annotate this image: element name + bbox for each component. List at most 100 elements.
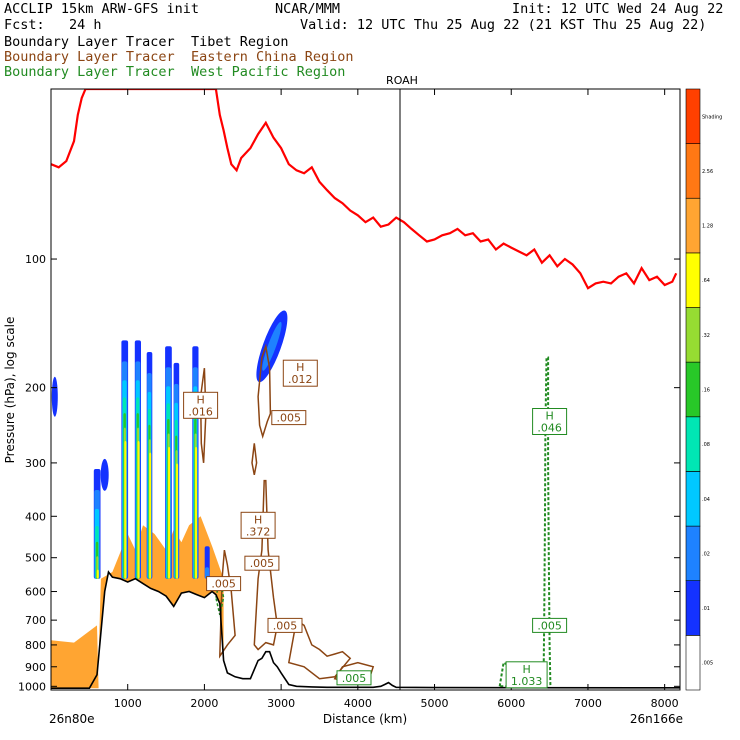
contour-label-value: .005 (277, 412, 302, 425)
header-left-line2: Fcst: 24 h (4, 17, 102, 33)
colorbar-level-label: .64 (702, 278, 710, 284)
contour-label-value: .016 (188, 405, 213, 418)
x-tick-label: 6000 (497, 697, 525, 710)
colorbar-level-label: .02 (702, 551, 710, 557)
legend-row-eastern-china: Boundary Layer Tracer Eastern China Regi… (4, 50, 354, 65)
colorbar-swatch (685, 143, 701, 199)
y-tick-label: 900 (25, 661, 46, 674)
x-tick-label: 8000 (651, 697, 679, 710)
legend-region-label: Eastern China Region (190, 49, 354, 65)
contour-label-value: .005 (537, 619, 562, 632)
contour-label-high: H (522, 663, 530, 676)
contour-label-high: H (545, 409, 553, 422)
contour-label-box (282, 359, 318, 387)
header-center-line1: NCAR/MMM (275, 1, 341, 17)
x-endpoint-left: 26n80e (49, 712, 95, 726)
y-tick-label: 100 (25, 253, 46, 266)
y-tick-label: 1000 (18, 680, 46, 693)
y-tick-label: 800 (25, 639, 46, 652)
contour-west-pacific (542, 356, 552, 687)
x-tick-label: 4000 (344, 697, 372, 710)
shading-plume-orange (98, 516, 224, 661)
y-tick-label: 300 (25, 457, 46, 470)
colorbar-swatch (685, 252, 701, 308)
y-tick-label: 700 (25, 614, 46, 627)
shading-blob (262, 321, 282, 371)
colorbar-level-label: .04 (702, 497, 710, 503)
contour-label-value: .372 (246, 525, 271, 538)
colorbar-swatch (685, 307, 701, 363)
colorbar-level-label: .08 (702, 442, 710, 448)
y-tick-label: 200 (25, 382, 46, 395)
x-axis-title: Distance (km) (323, 712, 407, 726)
shading-tower-band (195, 446, 198, 579)
colorbar-level-label: Shading (702, 114, 722, 120)
terrain-line (51, 570, 680, 689)
colorbar-swatch (685, 635, 701, 691)
y-tick-label: 400 (25, 510, 46, 523)
contour-label-value: .005 (342, 672, 367, 685)
header-right-line2: Valid: 12 UTC Thu 25 Aug 22 (21 KST Thu … (300, 17, 707, 33)
contour-label-box (206, 576, 242, 592)
shading-blob (100, 458, 109, 491)
colorbar-level-label: .16 (702, 388, 710, 394)
colorbar: .005 .01 .02 .04 .08 .16 .32 .64 1.28 2.56 Shading (685, 88, 722, 691)
contour-label-value: .046 (537, 421, 562, 434)
contour-label-value: .005 (211, 578, 236, 591)
x-endpoint-right: 26n166e (630, 712, 683, 726)
x-tick-label: 5000 (421, 697, 449, 710)
shading-tower-band (168, 446, 171, 579)
colorbar-swatch (685, 88, 701, 144)
contour-label-value: .005 (273, 619, 298, 632)
x-tick-label: 1000 (114, 697, 142, 710)
shading-tower-band (149, 452, 152, 579)
legend-row-tibet: Boundary Layer Tracer Tibet Region (4, 35, 289, 50)
legend-region-label: West Pacific Region (190, 64, 346, 80)
marker-line-label: ROAH (386, 74, 418, 87)
contour-label-value: 1.033 (511, 675, 543, 688)
contour-label-box (183, 391, 219, 419)
x-tick-label: 7000 (574, 697, 602, 710)
shading-tower-band (137, 441, 140, 579)
contour-eastern-china (253, 479, 279, 651)
tracer-shading (51, 310, 288, 689)
contour-label-box (532, 408, 568, 435)
contour-label-high: H (196, 393, 204, 406)
colorbar-level-label: .005 (702, 661, 713, 667)
colorbar-swatch (685, 525, 701, 581)
contour-label-high: H (254, 513, 262, 526)
colorbar-swatch (685, 580, 701, 636)
header-left-line1: ACCLIP 15km ARW-GFS init (4, 1, 200, 17)
contour-label-box (336, 670, 372, 686)
contour-eastern-china (199, 368, 207, 463)
shading-blob (51, 376, 58, 417)
legend-row-west-pacific: Boundary Layer Tracer West Pacific Regio… (4, 65, 345, 80)
colorbar-level-label: .32 (702, 333, 710, 339)
plot-frame (50, 88, 681, 691)
x-tick-label: 3000 (267, 697, 295, 710)
legend-tracer-label: Boundary Layer Tracer (4, 64, 175, 80)
colorbar-level-label: 2.56 (702, 169, 713, 175)
legend-tracer-label: Boundary Layer Tracer (4, 49, 175, 65)
y-tick-label: 500 (25, 552, 46, 565)
contour-eastern-china (257, 343, 272, 439)
contour-label-box (240, 511, 276, 539)
colorbar-swatch (685, 361, 701, 418)
contour-eastern-china (287, 618, 352, 680)
legend-tracer-label: Boundary Layer Tracer (4, 34, 175, 50)
legend-region-label: Tibet Region (190, 34, 289, 50)
contour-label-box (505, 661, 548, 689)
shading-tower-band (124, 441, 127, 579)
header-right-line1: Init: 12 UTC Wed 24 Aug 22 (512, 1, 724, 17)
contour-label-box (267, 617, 303, 633)
colorbar-level-label: .01 (702, 606, 710, 612)
colorbar-swatch (685, 416, 701, 472)
contour-label-high: H (296, 361, 304, 374)
colorbar-swatch (685, 471, 701, 527)
contour-eastern-china (251, 443, 258, 476)
y-axis-title: Pressure (hPa), log scale (3, 317, 17, 464)
shading-tower-band (96, 569, 99, 579)
y-tick-label: 600 (25, 586, 46, 599)
shading-tower-band (176, 463, 179, 579)
